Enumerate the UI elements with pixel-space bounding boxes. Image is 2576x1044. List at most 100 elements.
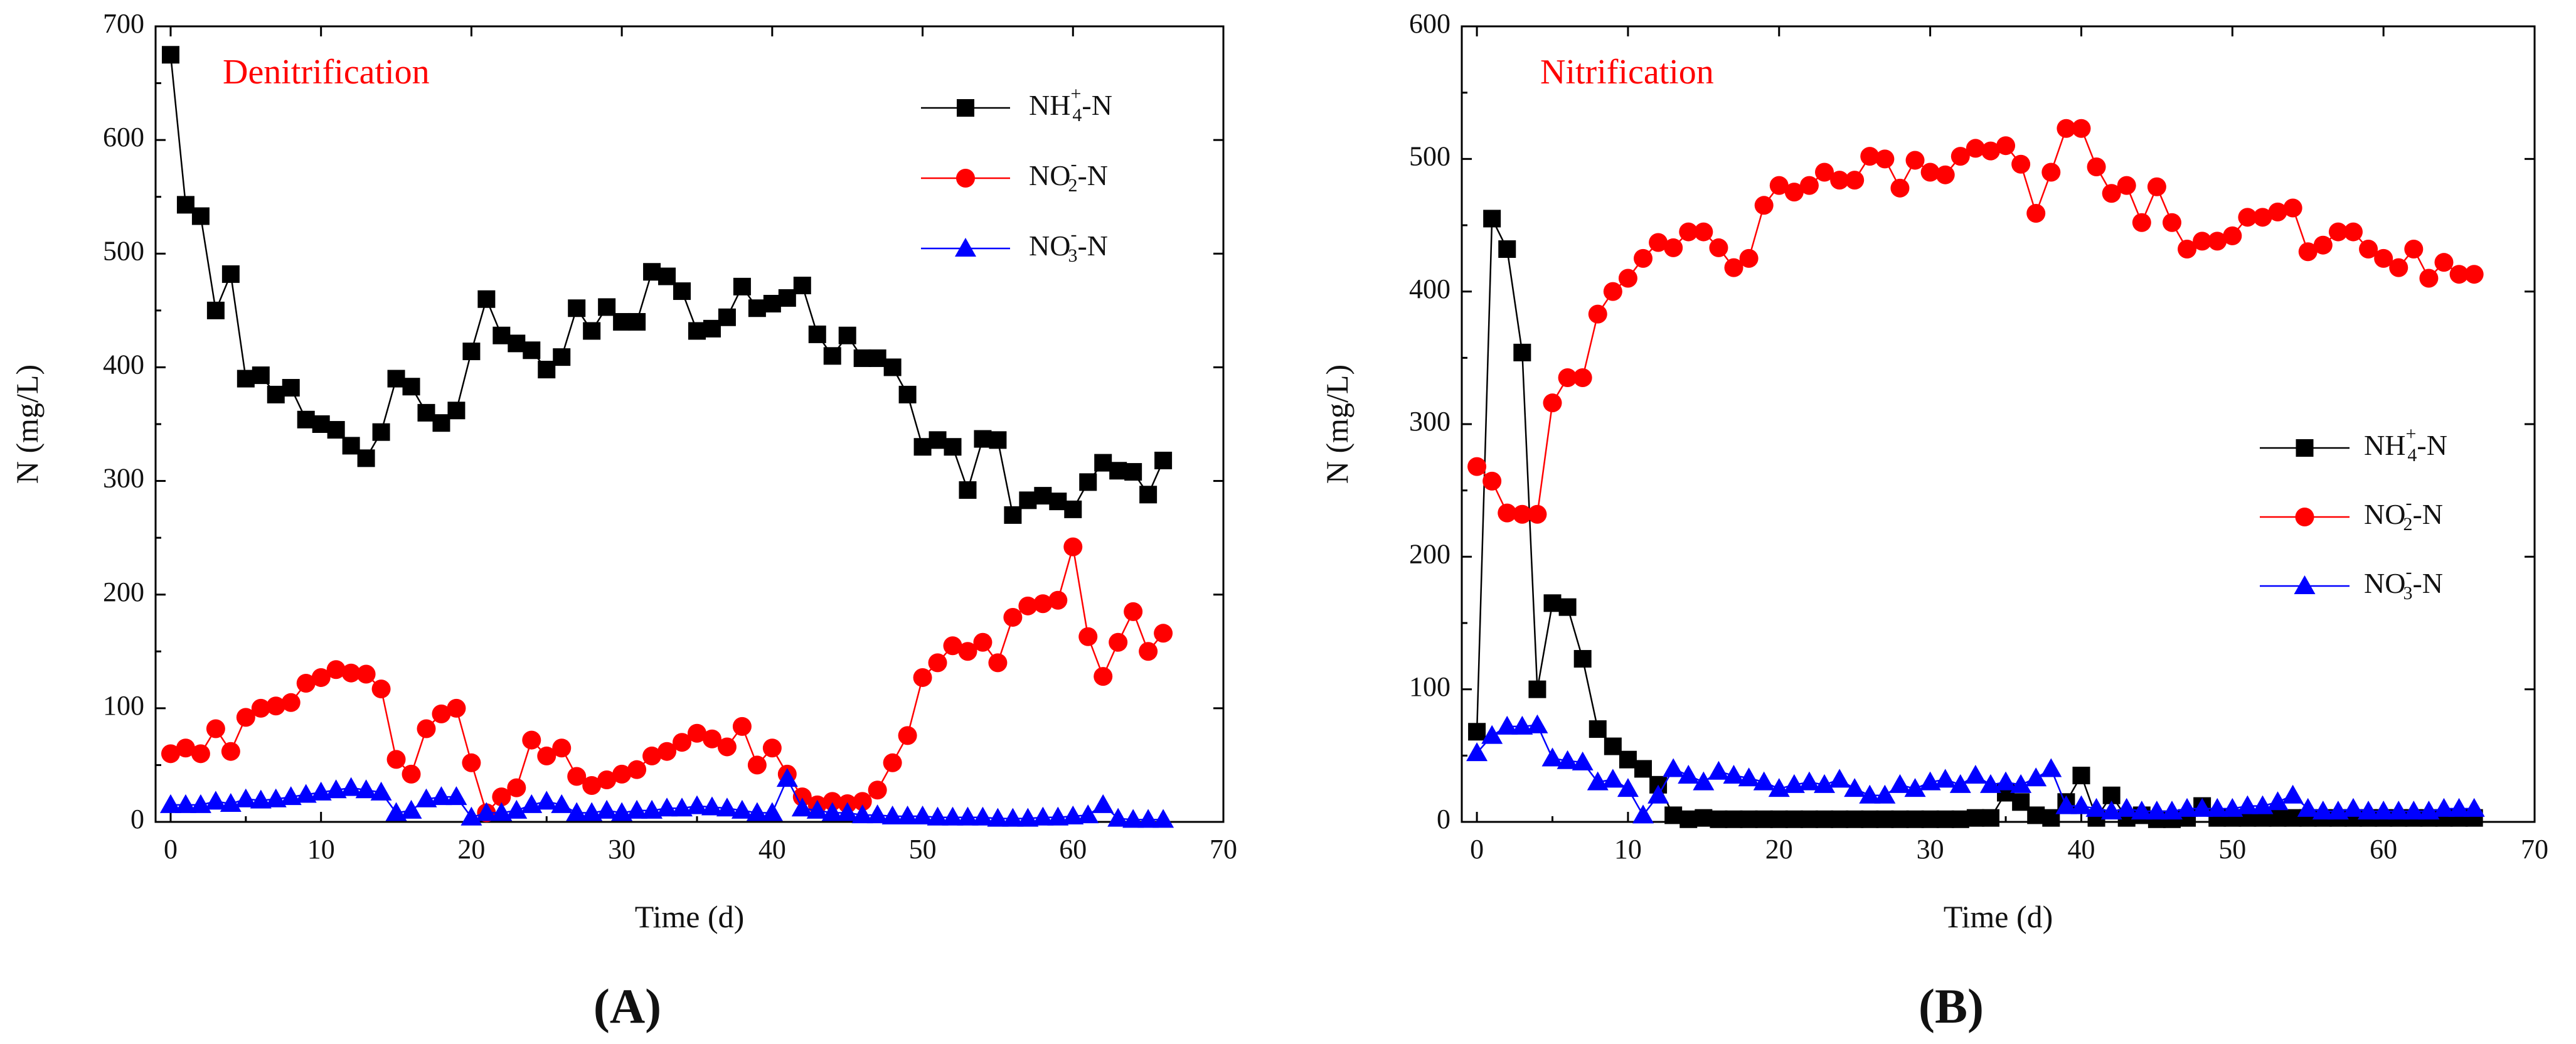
data-point-square bbox=[1483, 210, 1501, 228]
data-point-circle bbox=[1603, 282, 1622, 301]
y-tick-label: 100 bbox=[103, 690, 144, 721]
data-point-triangle bbox=[1481, 725, 1503, 744]
data-point-triangle bbox=[1077, 804, 1099, 824]
data-point-triangle bbox=[2131, 801, 2153, 820]
data-point-circle bbox=[1078, 627, 1098, 646]
data-point-circle bbox=[1109, 632, 1128, 652]
legend-superscript: - bbox=[2405, 562, 2412, 582]
data-point-triangle bbox=[701, 796, 723, 816]
data-point-triangle bbox=[2418, 801, 2440, 820]
data-point-triangle bbox=[2100, 801, 2122, 820]
data-point-triangle bbox=[2373, 801, 2395, 820]
data-point-square bbox=[898, 385, 917, 403]
data-point-triangle bbox=[942, 806, 964, 826]
data-point-circle bbox=[1815, 162, 1834, 182]
data-point-circle bbox=[2057, 119, 2076, 138]
y-tick-label: 500 bbox=[1409, 141, 1450, 171]
x-tick-label: 20 bbox=[1765, 834, 1793, 865]
data-point-square bbox=[1049, 493, 1067, 511]
data-point-circle bbox=[2087, 157, 2106, 177]
data-point-circle bbox=[687, 723, 706, 743]
data-point-circle bbox=[973, 632, 993, 652]
data-point-square bbox=[583, 322, 601, 340]
data-point-square bbox=[957, 99, 974, 117]
x-tick-label: 10 bbox=[1614, 834, 1642, 865]
legend-superscript: + bbox=[2405, 423, 2416, 444]
data-point-square bbox=[1528, 680, 1546, 698]
x-tick-label: 70 bbox=[1210, 834, 1237, 865]
data-point-circle bbox=[1739, 248, 1759, 268]
data-point-triangle bbox=[1874, 784, 1896, 804]
data-point-square bbox=[1634, 760, 1653, 778]
data-point-triangle bbox=[1092, 794, 1114, 813]
y-tick-label: 0 bbox=[130, 804, 144, 834]
data-point-circle bbox=[717, 737, 737, 757]
chart-panel-b: 0 100 200 300 400 500 600 0 10 20 30 40 50 60 70 Time (… bbox=[1319, 8, 2548, 1033]
data-point-circle bbox=[1845, 171, 1865, 190]
data-point-circle bbox=[1951, 147, 1970, 166]
data-point-triangle bbox=[881, 805, 903, 824]
y-tick-label: 400 bbox=[103, 349, 144, 380]
data-point-triangle bbox=[1152, 809, 1174, 828]
data-point-circle bbox=[1875, 149, 1895, 169]
data-point-circle bbox=[2147, 177, 2166, 196]
series-square bbox=[161, 46, 1173, 524]
data-point-circle bbox=[1033, 594, 1053, 614]
data-point-circle bbox=[206, 719, 225, 738]
data-point-square bbox=[1619, 750, 1637, 769]
data-point-square bbox=[221, 265, 240, 283]
data-point-triangle bbox=[1466, 742, 1488, 762]
series-circle bbox=[161, 537, 1173, 823]
data-point-square bbox=[191, 207, 210, 225]
data-point-square bbox=[808, 325, 826, 343]
data-point-circle bbox=[988, 653, 1008, 673]
data-point-triangle bbox=[536, 791, 558, 810]
data-point-circle bbox=[1573, 368, 1592, 388]
y-tick-label: 200 bbox=[103, 577, 144, 607]
data-point-triangle bbox=[2070, 795, 2092, 814]
data-point-square bbox=[1936, 810, 1954, 828]
legend-superscript: + bbox=[1070, 83, 1081, 104]
data-point-triangle bbox=[1753, 771, 1775, 791]
data-point-square bbox=[1740, 810, 1758, 828]
data-point-circle bbox=[1769, 176, 1789, 195]
data-point-triangle bbox=[1738, 767, 1760, 787]
data-point-triangle bbox=[385, 802, 407, 821]
data-point-circle bbox=[221, 742, 240, 761]
data-point-square bbox=[402, 378, 420, 396]
y-tick-label: 100 bbox=[1409, 671, 1450, 702]
data-point-circle bbox=[552, 738, 572, 758]
data-point-square bbox=[1004, 506, 1022, 524]
data-point-circle bbox=[2389, 258, 2408, 277]
data-point-circle bbox=[2295, 508, 2314, 526]
data-point-triangle bbox=[2237, 795, 2259, 814]
data-point-square bbox=[462, 343, 481, 361]
data-point-square bbox=[267, 385, 285, 403]
data-point-circle bbox=[326, 660, 346, 679]
data-point-triangle bbox=[2294, 575, 2316, 594]
data-point-square bbox=[823, 347, 841, 365]
legend-entry: NH+ 4-N bbox=[2260, 423, 2447, 466]
data-point-square bbox=[1891, 810, 1909, 828]
data-point-triangle bbox=[1904, 778, 1926, 797]
data-point-square bbox=[1079, 473, 1097, 491]
data-point-circle bbox=[161, 744, 180, 764]
data-point-triangle bbox=[1632, 804, 1654, 824]
legend-label: NO-3-N bbox=[2364, 562, 2443, 604]
data-point-circle bbox=[1920, 162, 1940, 182]
data-point-square bbox=[733, 277, 751, 296]
data-point-triangle bbox=[1949, 774, 1971, 793]
data-point-square bbox=[447, 402, 466, 420]
data-point-square bbox=[1981, 809, 1999, 827]
data-point-triangle bbox=[656, 797, 678, 817]
data-point-triangle bbox=[716, 797, 738, 817]
data-point-square bbox=[206, 301, 225, 319]
data-point-circle bbox=[1694, 222, 1713, 242]
data-point-circle bbox=[956, 169, 975, 188]
data-point-square bbox=[1543, 594, 1562, 612]
data-point-triangle bbox=[1587, 771, 1609, 791]
y-axis-title: N (mg/L) bbox=[1319, 365, 1355, 484]
data-point-triangle bbox=[776, 768, 798, 787]
legend-superscript: - bbox=[1070, 154, 1077, 174]
data-point-triangle bbox=[927, 806, 949, 826]
